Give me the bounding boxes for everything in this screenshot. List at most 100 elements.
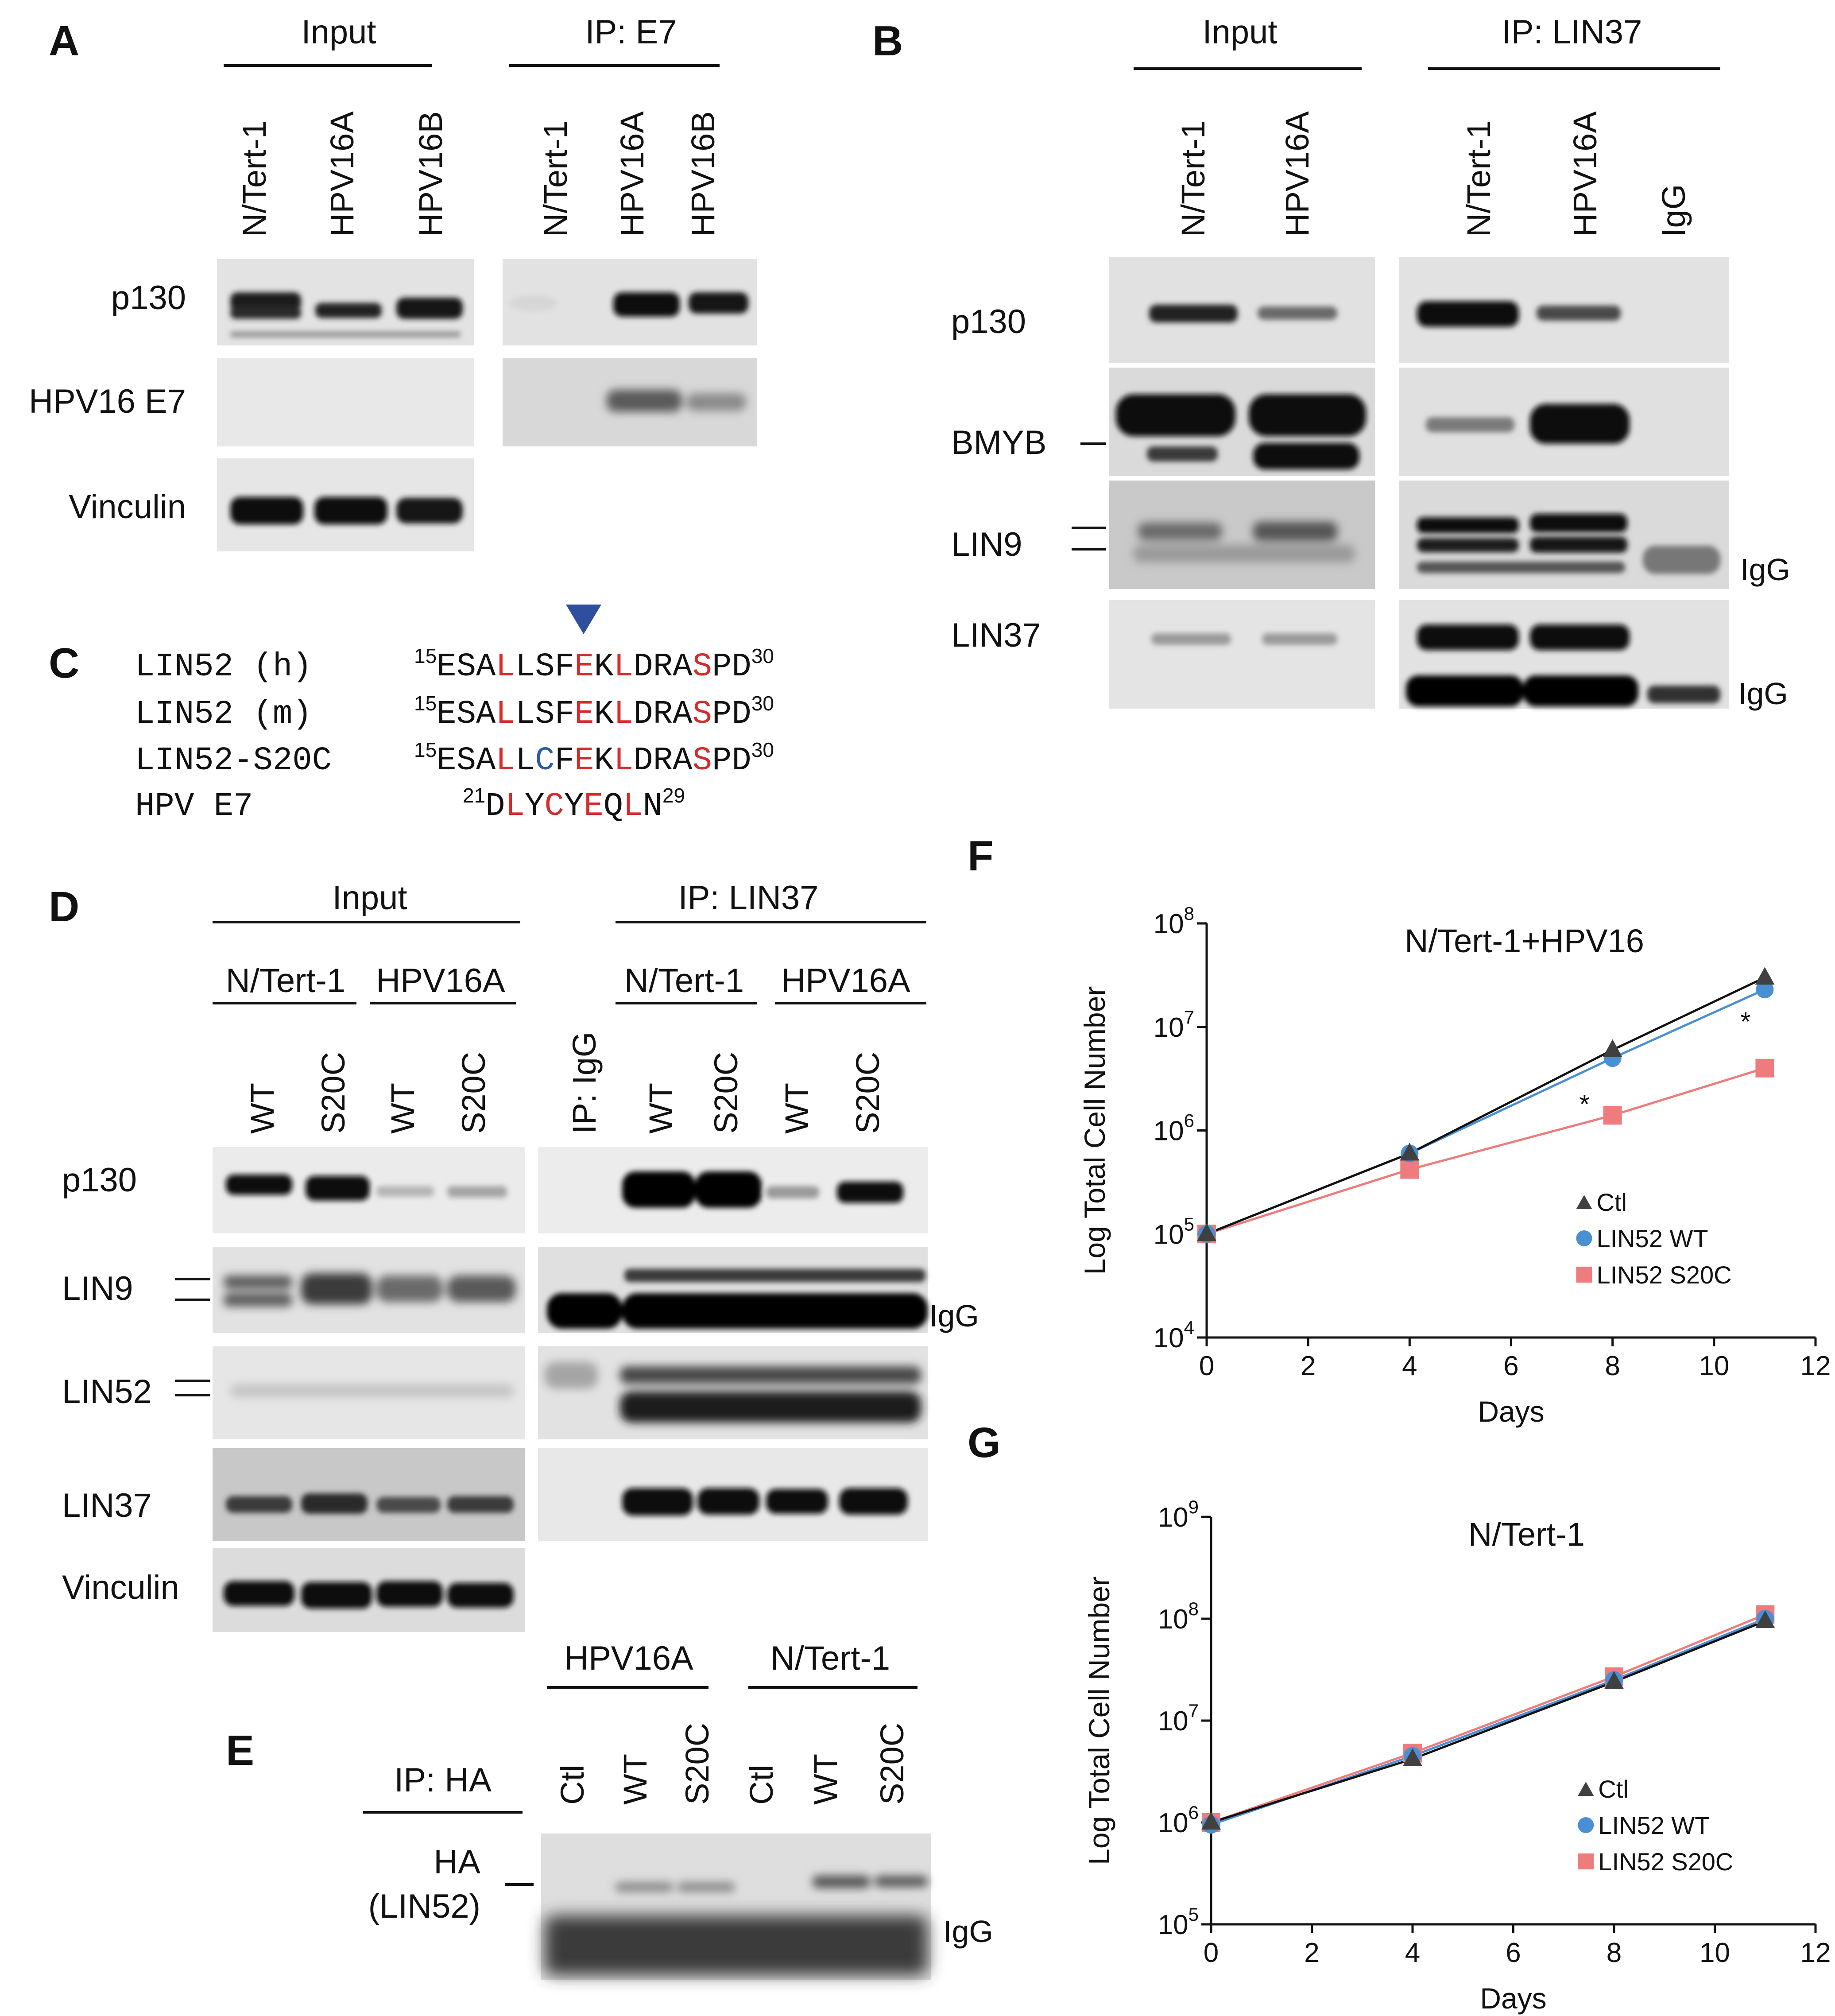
row-label: LIN37 <box>951 616 1041 654</box>
data-point <box>1604 1671 1624 1689</box>
western-blot-strip <box>1109 368 1375 476</box>
western-blot-strip <box>213 1346 525 1439</box>
panel-g: G 105 106 107 108 109 0 2 4 6 8 10 12 Days Log Total … <box>968 1419 1831 2015</box>
western-blot-strip <box>217 358 474 446</box>
western-blot-strip <box>538 1346 928 1439</box>
lane-label: S20C <box>455 1052 492 1134</box>
x-tick-label: 0 <box>1199 1351 1214 1381</box>
significance-asterisk: * <box>1740 1007 1750 1036</box>
legend-marker <box>1576 1267 1592 1283</box>
legend-label: Ctl <box>1597 1188 1627 1216</box>
data-point <box>1197 1223 1216 1241</box>
y-tick-label: 108 <box>1154 903 1194 939</box>
growth-chart-ntert: 105 106 107 108 109 0 2 4 6 8 10 12 Days Log Total Ce… <box>1083 1496 1831 2015</box>
data-point <box>1403 1748 1422 1766</box>
y-tick-label: 104 <box>1154 1317 1194 1353</box>
data-point <box>1201 1812 1221 1830</box>
panel-b: B Input IP: LIN37 N/Tert-1 HPV16A N/Tert… <box>872 13 1790 711</box>
western-blot-strip <box>1109 600 1375 709</box>
sequence-line: 15ESALLSFEKLDRASPD30 <box>414 692 774 733</box>
x-tick-label: 0 <box>1204 1938 1219 1968</box>
lane-label: N/Tert-1 <box>236 120 273 237</box>
panel-letter-e: E <box>226 1727 254 1774</box>
western-blot-strip <box>503 358 757 446</box>
row-label: HA <box>434 1843 480 1881</box>
panel-d-subheader: N/Tert-1 <box>226 962 345 1000</box>
lane-label: HPV16A <box>1279 111 1316 237</box>
panel-d-subheader: HPV16A <box>781 962 910 1000</box>
igg-label: IgG <box>1740 552 1790 587</box>
y-tick-label: 105 <box>1154 1213 1194 1250</box>
panel-letter-c: C <box>49 640 79 687</box>
y-tick-label: 109 <box>1158 1496 1199 1533</box>
y-tick-label: 107 <box>1154 1007 1194 1043</box>
lane-label: Ctl <box>554 1765 591 1805</box>
row-label: Vinculin <box>62 1569 179 1606</box>
panel-e-header: N/Tert-1 <box>770 1640 890 1677</box>
western-blot-strip <box>213 1548 525 1632</box>
chart-title: N/Tert-1+HPV16 <box>1405 923 1644 959</box>
series-line <box>1211 1620 1766 1824</box>
x-tick-label: 4 <box>1402 1351 1417 1381</box>
cleavage-site-marker <box>566 605 601 634</box>
igg-label: IgG <box>1738 676 1788 711</box>
chart-title: N/Tert-1 <box>1468 1516 1585 1553</box>
lane-label: WT <box>384 1083 421 1134</box>
row-label: (LIN52) <box>368 1888 480 1925</box>
row-label: HPV16 E7 <box>29 383 186 420</box>
legend-marker <box>1578 1817 1594 1833</box>
lane-label: S20C <box>874 1723 910 1805</box>
western-blot-strip <box>1399 368 1729 476</box>
x-tick-label: 6 <box>1506 1938 1521 1968</box>
lane-label: WT <box>617 1754 654 1805</box>
x-axis-label: Days <box>1480 1982 1546 2015</box>
lane-label: N/Tert-1 <box>1460 120 1497 237</box>
y-tick-label: 107 <box>1158 1700 1199 1737</box>
row-label: p130 <box>62 1161 137 1199</box>
lane-label: N/Tert-1 <box>537 120 574 237</box>
legend-label: LIN52 S20C <box>1598 1848 1733 1876</box>
western-blot-strip <box>213 1147 525 1233</box>
lane-label: IgG <box>1655 184 1692 237</box>
western-blot-strip <box>1109 257 1375 363</box>
legend-label: Ctl <box>1598 1775 1628 1803</box>
legend-marker <box>1576 1195 1592 1209</box>
series-line <box>1206 1067 1765 1235</box>
y-tick-label: 105 <box>1158 1904 1199 1940</box>
x-axis-label: Days <box>1478 1395 1544 1428</box>
significance-asterisk: * <box>1579 1089 1590 1119</box>
panel-a-header-ip: IP: E7 <box>585 13 677 51</box>
western-blot-strip <box>1399 600 1729 709</box>
panel-d-header-input: Input <box>332 879 407 917</box>
panel-a-header-input: Input <box>301 13 376 51</box>
western-blot-strip <box>1109 481 1375 589</box>
sequence-name: LIN52-S20C <box>135 742 332 779</box>
panel-b-header-input: Input <box>1202 13 1277 51</box>
lane-label: HPV16B <box>412 111 449 237</box>
panel-letter-d: D <box>49 883 79 930</box>
x-tick-label: 10 <box>1699 1351 1729 1381</box>
igg-label: IgG <box>929 1299 979 1333</box>
lane-label: S20C <box>708 1052 744 1134</box>
western-blot-strip <box>538 1247 928 1333</box>
sequence-name: LIN52 (h) <box>135 648 312 686</box>
western-blot-strip <box>213 1247 525 1333</box>
panel-e-header: HPV16A <box>564 1640 693 1677</box>
x-tick-label: 12 <box>1800 1351 1831 1381</box>
y-tick-label: 106 <box>1158 1802 1199 1838</box>
lane-label: Ctl <box>743 1765 780 1805</box>
sequence-name: LIN52 (m) <box>135 696 312 733</box>
x-tick-label: 10 <box>1700 1938 1730 1968</box>
western-blot-strip <box>217 259 474 345</box>
series-line <box>1206 976 1765 1235</box>
legend-label: LIN52 WT <box>1598 1811 1710 1839</box>
panel-d-subheader: HPV16A <box>376 962 505 1000</box>
y-tick-label: 106 <box>1154 1110 1194 1147</box>
legend-marker <box>1578 1782 1594 1796</box>
row-label: LIN9 <box>951 526 1022 563</box>
lane-label: N/Tert-1 <box>1175 120 1212 237</box>
y-axis-label: Log Total Cell Number <box>1083 1576 1115 1865</box>
western-blot-strip <box>538 1448 928 1541</box>
panel-letter-b: B <box>872 17 903 65</box>
